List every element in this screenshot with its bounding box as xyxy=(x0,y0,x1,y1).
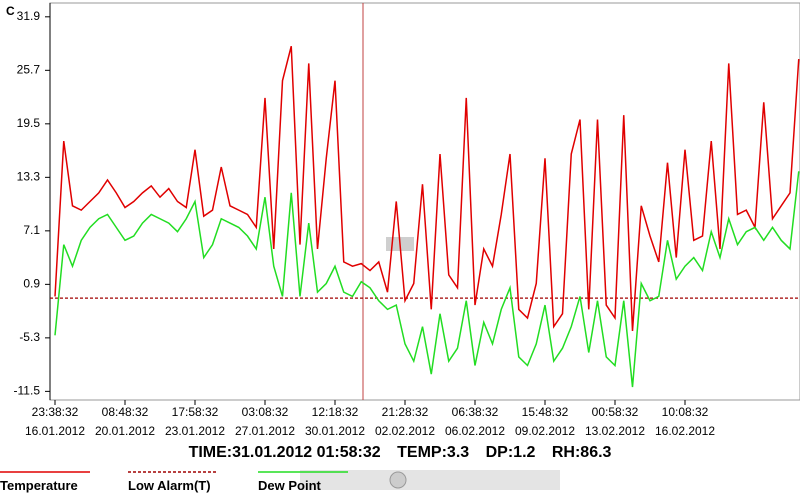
y-tick-label: 31.9 xyxy=(17,9,41,23)
y-tick-label: 7.1 xyxy=(23,223,40,237)
readout-rh: RH:86.3 xyxy=(551,444,612,461)
readout: TIME:31.01.2012 01:58:32 TEMP:3.3 DP:1.2… xyxy=(0,444,800,462)
x-tick-label: 08:48:32 20.01.2012 xyxy=(94,405,156,438)
y-tick-label: 25.7 xyxy=(17,62,41,76)
x-tick-label: 03:08:32 27.01.2012 xyxy=(234,405,296,438)
series-line xyxy=(54,171,800,388)
toolbar[interactable] xyxy=(300,470,560,490)
y-tick-label: 19.5 xyxy=(17,116,41,130)
play-button[interactable] xyxy=(389,471,407,489)
legend-label: Dew Point xyxy=(258,478,321,493)
x-tick-label: 23:38:32 16.01.2012 xyxy=(24,405,86,438)
x-tick-label: 00:58:32 13.02.2012 xyxy=(584,405,646,438)
plot-area xyxy=(49,2,800,401)
x-tick-label: 21:28:32 02.02.2012 xyxy=(374,405,436,438)
series-line xyxy=(54,45,800,332)
y-tick-label: -5.3 xyxy=(19,330,40,344)
x-tick-label: 12:18:32 30.01.2012 xyxy=(304,405,366,438)
legend-label: Low Alarm(T) xyxy=(128,478,211,493)
readout-dp: DP:1.2 xyxy=(485,444,536,461)
y-tick-label: 0.9 xyxy=(23,277,40,291)
legend-label: Temperature xyxy=(0,478,78,493)
x-tick-label: 10:08:32 16.02.2012 xyxy=(654,405,716,438)
y-axis-label: C xyxy=(6,4,15,18)
y-tick-label: -11.5 xyxy=(14,384,41,398)
x-tick-label: 17:58:32 23.01.2012 xyxy=(164,405,226,438)
readout-temp: TEMP:3.3 xyxy=(397,444,470,461)
y-tick-label: 13.3 xyxy=(17,170,41,184)
x-tick-label: 15:48:32 09.02.2012 xyxy=(514,405,576,438)
readout-time: TIME:31.01.2012 01:58:32 xyxy=(188,444,381,461)
x-tick-label: 06:38:32 06.02.2012 xyxy=(444,405,506,438)
